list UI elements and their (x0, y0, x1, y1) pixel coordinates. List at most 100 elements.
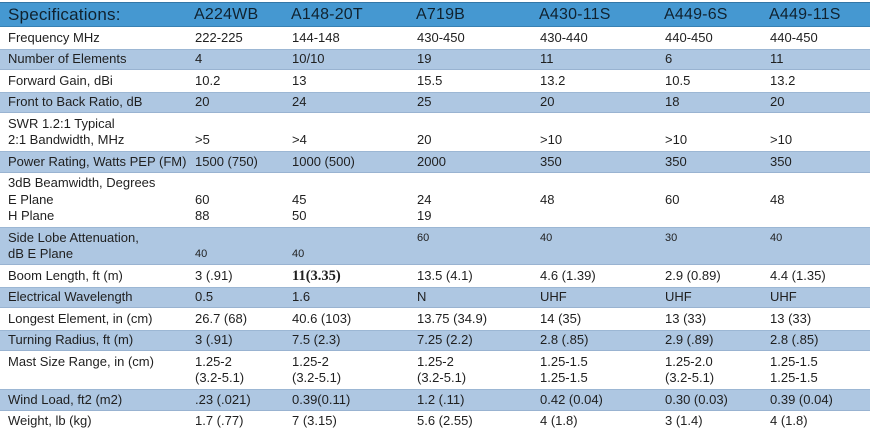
spec-row-boom-length: Boom Length, ft (m) 3 (.91) 11(3.35) 13.5 (… (0, 265, 870, 287)
column-header-a449-11s: A449-11S (769, 5, 841, 23)
cell-a719b: 2000 (417, 153, 446, 169)
cell-a449-11s: 20 (770, 94, 785, 109)
cell-a148-20t: 45 50 (292, 191, 307, 224)
cell-a449-11s: 40 (770, 231, 783, 244)
cell-a224wb: 1.7 (.77) (195, 413, 244, 428)
row-label: SWR 1.2:1 Typical 2:1 Bandwidth, MHz (8, 115, 125, 148)
cell-a719b: 5.6 (2.55) (417, 413, 473, 428)
cell-a719b: 430-450 (417, 29, 465, 45)
row-label: Turning Radius, ft (m) (8, 332, 134, 347)
spec-row-longest-element: Longest Element, in (cm) 26.7 (68) 40.6 (1… (0, 308, 870, 330)
cell-a449-6s: >10 (665, 132, 688, 147)
cell-a148-20t: 1.25-2 (3.2-5.1) (292, 353, 342, 386)
cell-a449-11s: 1.25-1.5 1.25-1.5 (770, 353, 818, 386)
cell-a224wb: 0.5 (195, 289, 214, 304)
cell-a449-6s: 30 (665, 231, 678, 244)
cell-a430-11s: UHF (540, 289, 567, 304)
column-header-a719b: A719B (416, 5, 466, 23)
cell-a224wb: 3 (.91) (195, 267, 233, 283)
row-label: 3dB Beamwidth, Degrees E Plane H Plane (8, 175, 156, 223)
cell-a224wb: >5 (195, 132, 210, 147)
cell-a430-11s: 0.42 (0.04) (540, 391, 603, 407)
cell-a449-6s: 10.5 (665, 72, 691, 88)
cell-a449-11s: 440-450 (770, 29, 818, 45)
cell-a224wb: 222-225 (195, 29, 243, 45)
cell-a148-20t: 10/10 (292, 51, 325, 66)
cell-a449-6s: 13 (33) (665, 310, 707, 326)
spec-row-side-lobe-attenuation: Side Lobe Attenuation, dB E Plane 40 40 60… (0, 227, 870, 265)
row-label: Forward Gain, dBi (8, 72, 113, 88)
cell-a224wb: 60 88 (195, 191, 210, 224)
cell-a449-6s: 2.9 (.89) (665, 332, 714, 347)
cell-a449-11s: 13.2 (770, 72, 796, 88)
spec-row-power-rating: Power Rating, Watts PEP (FM) 1500 (750) 10… (0, 151, 870, 173)
cell-a449-6s: 3 (1.4) (665, 413, 703, 428)
row-label: Number of Elements (8, 51, 127, 66)
spec-row-wind-load: Wind Load, ft2 (m2) .23 (.021) 0.39(0.11) 1… (0, 389, 870, 411)
cell-a449-11s: 2.8 (.85) (770, 332, 819, 347)
cell-a719b: 7.25 (2.2) (417, 332, 473, 347)
cell-a148-20t: 11(3.35) (292, 267, 341, 284)
spec-table-body: Frequency MHz 222-225 144-148 430-450 430-44… (0, 27, 870, 432)
row-label: Wind Load, ft2 (m2) (8, 391, 123, 407)
cell-a449-6s: 0.30 (0.03) (665, 391, 728, 407)
cell-a449-11s: 350 (770, 153, 792, 169)
table-title: Specifications: (8, 4, 121, 24)
row-label: Boom Length, ft (m) (8, 267, 123, 283)
spec-row-mast-size-range: Mast Size Range, in (cm) 1.25-2 (3.2-5.1) 1… (0, 351, 870, 389)
cell-a430-11s: 11 (540, 51, 554, 66)
spec-row-electrical-wavelength: Electrical Wavelength 0.5 1.6 N UHF UHF UHF (0, 286, 870, 308)
cell-a430-11s: 14 (35) (540, 310, 582, 326)
cell-a449-11s: UHF (770, 289, 797, 304)
column-header-a449-6s: A449-6S (664, 5, 728, 23)
spec-row-swr-bandwidth: SWR 1.2:1 Typical 2:1 Bandwidth, MHz >5 >… (0, 113, 870, 151)
cell-a719b: 25 (417, 94, 432, 109)
cell-a449-11s: 4 (1.8) (770, 413, 808, 428)
row-label: Electrical Wavelength (8, 289, 133, 304)
cell-a148-20t: 1.6 (292, 289, 311, 304)
cell-a430-11s: 4.6 (1.39) (540, 267, 596, 283)
cell-a719b: 19 (417, 51, 432, 66)
row-label: Frequency MHz (8, 29, 100, 45)
cell-a449-11s: 11 (770, 51, 784, 66)
cell-a449-6s: 60 (665, 191, 680, 207)
row-label: Power Rating, Watts PEP (FM) (8, 153, 187, 169)
cell-a449-6s: 350 (665, 153, 687, 169)
cell-a148-20t: 7 (3.15) (292, 413, 337, 428)
cell-a449-6s: 2.9 (0.89) (665, 267, 721, 283)
cell-a719b: 24 19 (417, 191, 432, 224)
cell-a430-11s: 350 (540, 153, 562, 169)
spec-row-turning-radius: Turning Radius, ft (m) 3 (.91) 7.5 (2.3) 7.… (0, 329, 870, 351)
cell-a430-11s: 430-440 (540, 29, 588, 45)
cell-a148-20t: 1000 (500) (292, 153, 355, 169)
cell-a148-20t: 0.39(0.11) (292, 391, 351, 407)
spec-row-number-of-elements: Number of Elements 4 10/10 19 11 6 11 (0, 48, 870, 70)
cell-a430-11s: 20 (540, 94, 555, 109)
cell-a449-11s: >10 (770, 132, 793, 147)
cell-a430-11s: 40 (540, 231, 553, 244)
row-label: Mast Size Range, in (cm) (8, 353, 154, 369)
column-header-a148-20t: A148-20T (291, 5, 363, 23)
cell-a148-20t: 40 (292, 248, 305, 260)
cell-a719b: 1.2 (.11) (417, 391, 465, 407)
spec-table-header: Specifications: A224WB A148-20T A719B A4… (0, 2, 870, 27)
spec-row-forward-gain: Forward Gain, dBi 10.2 13 15.5 13.2 10.5 13.2 (0, 70, 870, 92)
cell-a449-11s: 0.39 (0.04) (770, 391, 833, 407)
cell-a224wb: 10.2 (195, 72, 221, 88)
row-label: Front to Back Ratio, dB (8, 94, 143, 109)
column-header-a430-11s: A430-11S (539, 5, 611, 23)
cell-a430-11s: 13.2 (540, 72, 566, 88)
cell-a719b: 13.75 (34.9) (417, 310, 488, 326)
cell-a224wb: 20 (195, 94, 210, 109)
cell-a449-11s: 48 (770, 191, 785, 207)
cell-a449-6s: 1.25-2.0 (3.2-5.1) (665, 353, 715, 386)
cell-a224wb: 1500 (750) (195, 153, 258, 169)
cell-a449-6s: 440-450 (665, 29, 713, 45)
cell-a224wb: 1.25-2 (3.2-5.1) (195, 353, 245, 386)
cell-a449-11s: 4.4 (1.35) (770, 267, 826, 283)
cell-a430-11s: 48 (540, 191, 555, 207)
cell-a449-11s: 13 (33) (770, 310, 812, 326)
spec-row-front-to-back-ratio: Front to Back Ratio, dB 20 24 25 20 18 20 (0, 91, 870, 113)
cell-a224wb: 40 (195, 248, 208, 260)
